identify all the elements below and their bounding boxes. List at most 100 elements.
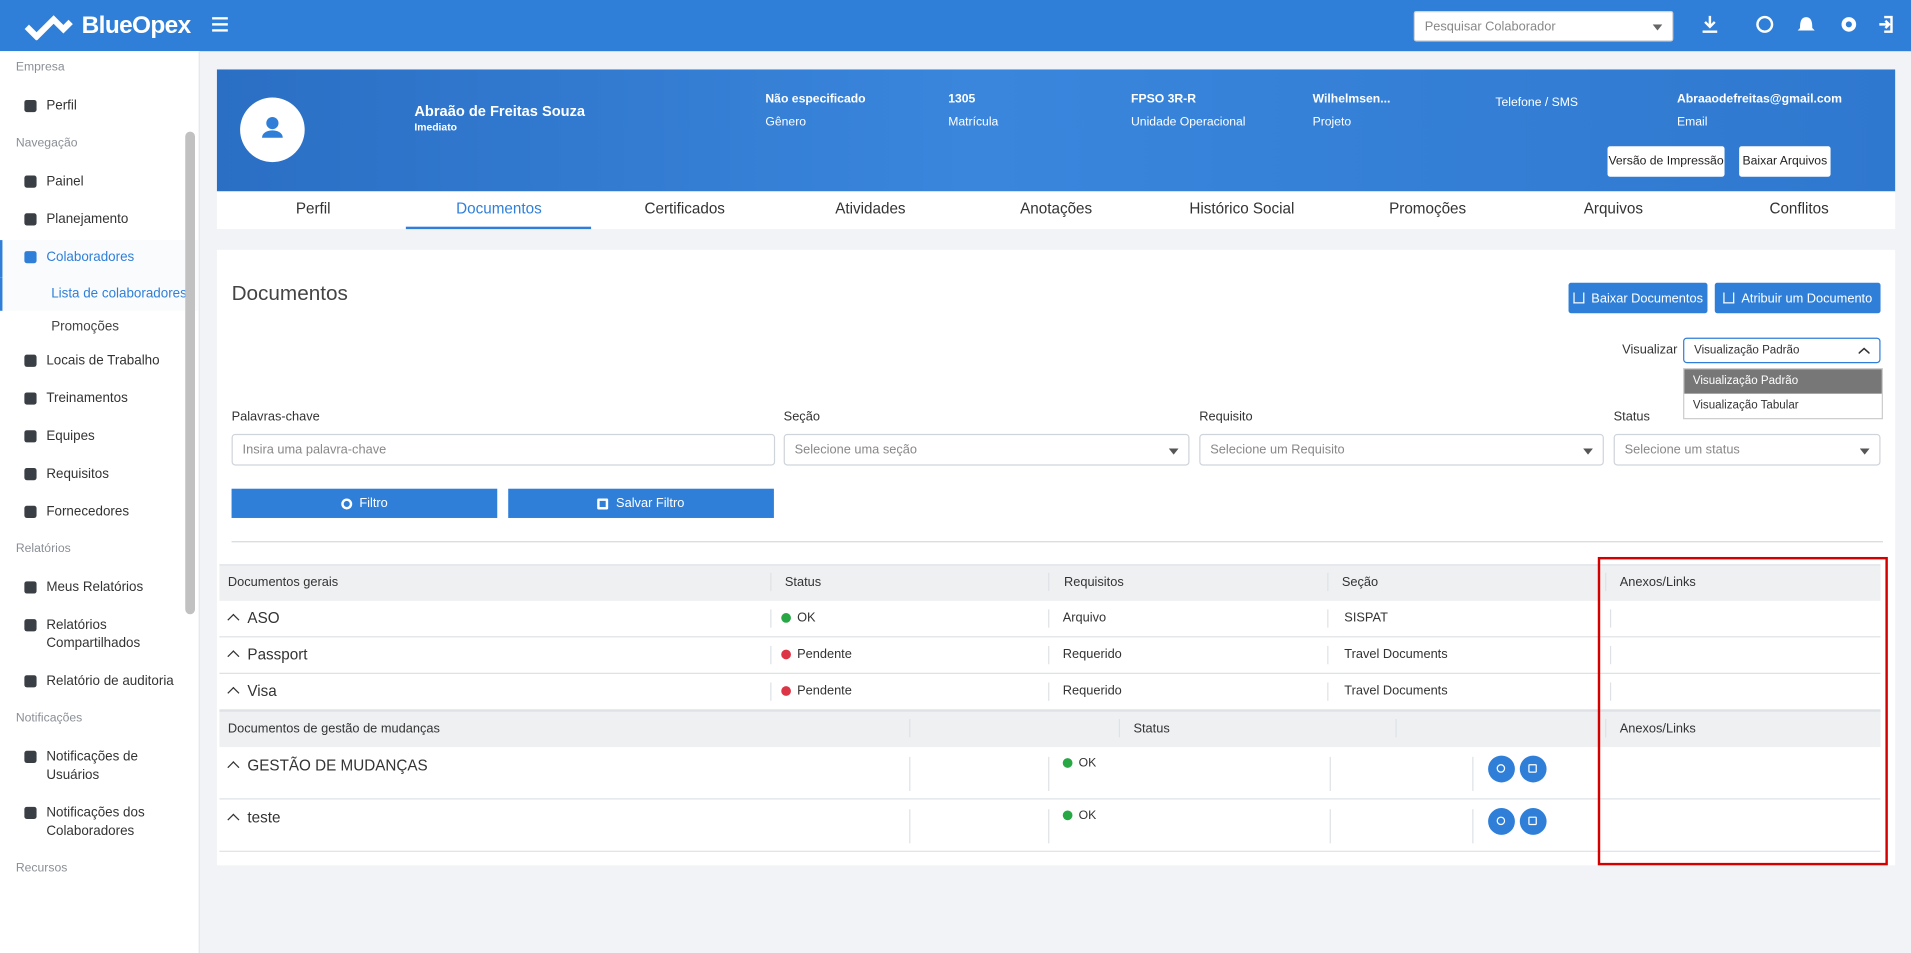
menu-label: Perfil (46, 98, 77, 114)
menu-label: Meus Relatórios (46, 580, 144, 595)
table-header (219, 710, 1881, 748)
document-name[interactable]: Passport (227, 646, 308, 663)
top-icons[interactable] (1701, 15, 1896, 37)
menu-icon (24, 505, 37, 518)
caret (1168, 448, 1179, 455)
menu-section-title: Relatórios (15, 542, 71, 556)
menu-label: Treinamentos (46, 391, 128, 406)
menu-icon (24, 392, 37, 405)
tab[interactable]: Arquivos (1583, 199, 1644, 217)
tab[interactable]: Conflitos (1769, 199, 1829, 217)
view-button[interactable] (1488, 755, 1515, 783)
menu-icon (24, 213, 37, 226)
menu-item[interactable]: Requisitos (0, 457, 199, 495)
menu-section-title: Empresa (15, 60, 65, 75)
filter-button[interactable]: Salvar Filtro (508, 488, 774, 518)
menu-item[interactable]: Painel (0, 165, 199, 203)
menu-item[interactable]: Equipes (0, 419, 199, 457)
column-header: Documentos gerais (227, 575, 339, 590)
tab[interactable]: Anotações (1020, 199, 1093, 217)
profile-button[interactable]: Baixar Arquivos (1739, 146, 1831, 177)
view-selected: Visualização Padrão (1694, 343, 1800, 358)
menu-section-title: Navegação (15, 136, 78, 150)
view-select[interactable]: Visualização Padrão (1683, 337, 1881, 364)
column-header: Requisitos (1063, 575, 1124, 590)
tab[interactable]: Histórico Social (1189, 199, 1295, 217)
menu-item[interactable]: Locais de Trabalho (0, 344, 199, 382)
column-separator (1327, 572, 1329, 592)
filter-input[interactable]: Selecione um Requisito (1199, 433, 1604, 466)
submenu-item[interactable]: Promoções (51, 319, 119, 334)
filter-input[interactable]: Insira uma palavra-chave (231, 433, 776, 466)
copy-button[interactable] (1519, 755, 1547, 783)
action-button[interactable]: Baixar Documentos (1568, 282, 1708, 314)
menu-item[interactable]: Notificações de Usuários (0, 740, 199, 796)
menu-label: Relatório de auditoria (46, 673, 174, 689)
column-separator (1609, 609, 1612, 628)
menu-icon (24, 675, 37, 688)
menu-label: Fornecedores (46, 504, 130, 520)
view-button[interactable] (1488, 808, 1515, 835)
menu-item[interactable]: Treinamentos (0, 381, 199, 419)
column-separator (1048, 572, 1050, 592)
profile-name: Abraão de Freitas Souza (414, 102, 586, 120)
menu-item[interactable]: Relatório de auditoria (0, 664, 199, 702)
sidebar-menu: Empresa Perfil Navegação Painel Planejamento… (0, 51, 199, 890)
menu-label: Locais de Trabalho (46, 353, 160, 369)
menu-item[interactable]: Perfil (0, 89, 199, 127)
field-label: Gênero (765, 115, 807, 130)
search-collaborator[interactable]: Pesquisar Colaborador (1413, 10, 1674, 42)
menu-item[interactable]: Planejamento (0, 202, 199, 240)
submenu-item[interactable]: Lista de colaboradores (0, 277, 199, 311)
tab[interactable]: Atividades (835, 199, 906, 217)
column-separator (1048, 645, 1050, 665)
status-dot (781, 613, 791, 623)
section: Travel Documents (1344, 683, 1448, 699)
document-name[interactable]: Visa (227, 683, 277, 700)
brand[interactable]: BlueOpex (81, 12, 192, 39)
action-button[interactable]: Atribuir um Documento (1714, 282, 1881, 314)
menu-toggle[interactable] (212, 17, 228, 32)
menu-item[interactable]: Relatórios Compartilhados (0, 608, 199, 664)
caret (1859, 448, 1870, 455)
document-name[interactable]: ASO (227, 609, 280, 626)
column-separator (1118, 719, 1121, 738)
tab[interactable]: Certificados (644, 199, 725, 217)
column-separator (770, 572, 772, 592)
tab[interactable]: Promoções (1389, 199, 1467, 217)
filter-label: Requisito (1199, 409, 1253, 425)
column-separator (770, 645, 772, 665)
tab[interactable]: Perfil (295, 199, 331, 217)
filter-input[interactable]: Selecione um status (1613, 433, 1881, 466)
menu-icon (24, 581, 37, 594)
menu-item[interactable]: Meus Relatórios (0, 570, 199, 608)
profile-banner: Abraão de Freitas Souza Imediato Não esp… (216, 69, 1896, 192)
status-text: Pendente (797, 683, 852, 699)
menu-label: Painel (46, 174, 84, 189)
filter-placeholder: Selecione uma seção (794, 442, 917, 458)
tab[interactable]: Documentos (406, 191, 592, 230)
view-option[interactable]: Visualização Tabular (1692, 398, 1799, 412)
menu-item[interactable]: Fornecedores (0, 495, 199, 533)
document-name[interactable]: GESTÃO DE MUDANÇAS (227, 757, 428, 774)
menu-label: Notificações de Usuários (46, 749, 138, 783)
document-name[interactable]: teste (227, 809, 280, 826)
field-value: Wilhelmsen... (1312, 92, 1391, 107)
copy-button[interactable] (1519, 808, 1547, 835)
column-separator (1048, 609, 1050, 628)
column-header: Seção (1341, 575, 1379, 590)
top-bar: BlueOpex Pesquisar Colaborador (0, 0, 1911, 52)
scrollbar[interactable] (185, 131, 195, 615)
profile-button[interactable]: Versão de Impressão (1607, 146, 1725, 177)
expand-icon (227, 686, 240, 699)
filter-input[interactable]: Selecione uma seção (783, 433, 1190, 466)
menu-item[interactable]: Notificações dos Colaboradores (0, 796, 199, 852)
row-divider (219, 798, 1881, 800)
document-name-text: ASO (247, 609, 280, 627)
filter-button[interactable]: Filtro (231, 488, 498, 518)
tabs: Perfil Documentos Certificados Atividades An… (216, 191, 1896, 230)
column-header: Status (784, 575, 822, 590)
menu-item[interactable]: Colaboradores (0, 240, 199, 278)
view-option[interactable]: Visualização Padrão (1684, 369, 1882, 394)
